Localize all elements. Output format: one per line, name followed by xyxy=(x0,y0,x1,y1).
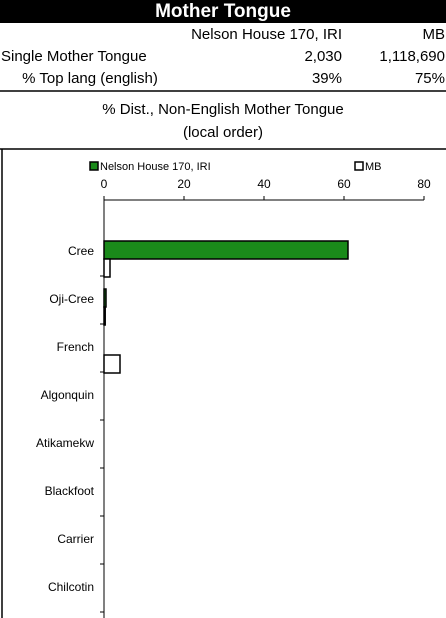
column-header: MB xyxy=(423,26,446,43)
y-tick-label: Algonquin xyxy=(41,388,94,402)
y-tick-label: Carrier xyxy=(57,532,94,546)
x-tick-label: 20 xyxy=(177,177,191,191)
title-bar xyxy=(0,0,446,23)
y-tick-label: Cree xyxy=(68,244,94,258)
legend-label: Nelson House 170, IRI xyxy=(100,161,211,173)
y-tick-label: Chilcotin xyxy=(48,580,94,594)
bar xyxy=(103,354,121,374)
chart-subtitle: (local order) xyxy=(183,124,263,141)
cell: 39% xyxy=(312,70,342,87)
row-label: % Top lang (english) xyxy=(22,70,158,87)
y-tick-label: French xyxy=(57,340,94,354)
cell: 75% xyxy=(415,70,445,87)
x-tick-label: 0 xyxy=(101,177,108,191)
bar xyxy=(103,240,349,260)
y-tick-label: Blackfoot xyxy=(45,484,95,498)
row-label: Single Mother Tongue xyxy=(1,48,147,65)
title: Mother Tongue xyxy=(155,1,291,22)
bar xyxy=(103,306,106,326)
legend-label: MB xyxy=(365,161,382,173)
x-tick-label: 60 xyxy=(337,177,351,191)
bar xyxy=(103,288,107,308)
x-tick-label: 40 xyxy=(257,177,271,191)
column-header: Nelson House 170, IRI xyxy=(191,26,342,43)
y-tick-label: Atikamekw xyxy=(36,436,94,450)
cell: 2,030 xyxy=(304,48,342,65)
legend-swatch xyxy=(89,161,99,171)
y-tick-label: Oji-Cree xyxy=(49,292,94,306)
chart-title: % Dist., Non-English Mother Tongue xyxy=(102,101,344,118)
legend-swatch xyxy=(354,161,364,171)
cell: 1,118,690 xyxy=(379,48,445,65)
bar xyxy=(103,258,111,278)
x-tick-label: 80 xyxy=(417,177,431,191)
